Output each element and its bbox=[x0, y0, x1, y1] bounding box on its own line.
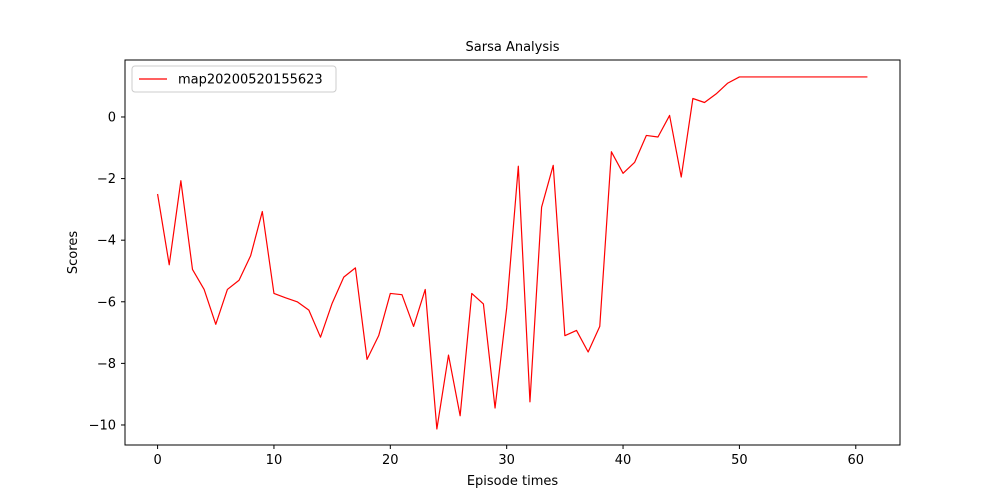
y-axis-ticks: −10 −8 −6 −4 −2 0 bbox=[89, 110, 125, 433]
x-tick-label: 60 bbox=[848, 453, 865, 468]
legend-label: map20200520155623 bbox=[178, 73, 323, 88]
x-axis-ticks: 0 10 20 30 40 50 60 bbox=[153, 445, 864, 468]
x-tick-label: 20 bbox=[382, 453, 399, 468]
x-tick-label: 50 bbox=[731, 453, 748, 468]
series-line-0 bbox=[156, 76, 868, 430]
plot-area-frame bbox=[124, 59, 901, 446]
x-tick-label: 40 bbox=[615, 453, 632, 468]
legend: map20200520155623 bbox=[131, 65, 337, 93]
y-tick-label: −4 bbox=[97, 234, 116, 249]
series-group bbox=[156, 76, 868, 430]
x-tick-label: 0 bbox=[153, 453, 161, 468]
y-tick-label: −8 bbox=[97, 357, 116, 372]
y-tick-label: −2 bbox=[97, 172, 116, 187]
x-tick-label: 10 bbox=[266, 453, 283, 468]
legend-box bbox=[131, 65, 337, 93]
y-tick-label: −10 bbox=[89, 418, 116, 433]
y-axis-label: Scores bbox=[66, 231, 81, 274]
x-axis-label: Episode times bbox=[467, 474, 559, 489]
x-tick-label: 30 bbox=[498, 453, 515, 468]
y-tick-label: −6 bbox=[97, 295, 116, 310]
chart-title: Sarsa Analysis bbox=[466, 40, 560, 55]
y-tick-label: 0 bbox=[108, 110, 116, 125]
